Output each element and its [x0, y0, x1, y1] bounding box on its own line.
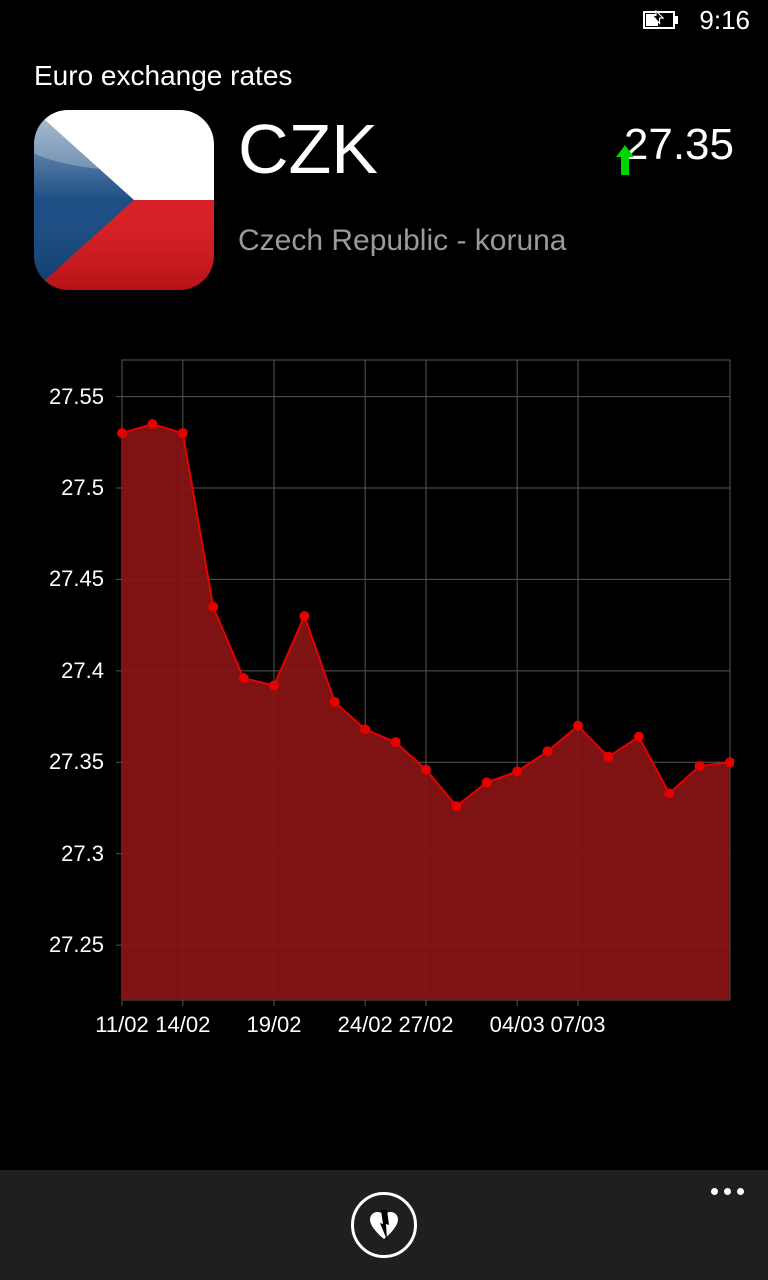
chart-x-label: 04/03 [490, 1012, 545, 1038]
app-title: Euro exchange rates [34, 60, 734, 92]
status-clock: 9:16 [699, 5, 750, 36]
chart-y-label: 27.55 [34, 384, 104, 410]
chart-y-label: 27.5 [34, 475, 104, 501]
rate-chart: 27.25 27.3 27.35 27.4 27.45 27.5 27.55 11/02 14… [34, 350, 734, 1050]
chart-x-label: 19/02 [246, 1012, 301, 1038]
battery-charging-icon [643, 9, 681, 31]
unfavorite-button[interactable] [351, 1192, 417, 1258]
chart-y-label: 27.3 [34, 841, 104, 867]
chart-y-label: 27.25 [34, 932, 104, 958]
current-rate: 27.35 [616, 120, 734, 170]
currency-name: Czech Republic - koruna [238, 224, 734, 258]
chart-y-label: 27.4 [34, 658, 104, 684]
app-bar [0, 1170, 768, 1280]
chart-x-label: 11/02 [95, 1012, 148, 1038]
chart-x-label: 07/03 [550, 1012, 605, 1038]
currency-flag [34, 110, 214, 290]
currency-code: CZK [238, 114, 378, 184]
chart-y-label: 27.45 [34, 566, 104, 592]
chart-x-label: 24/02 [338, 1012, 393, 1038]
app-bar-more-icon[interactable] [711, 1188, 744, 1195]
chart-x-label: 27/02 [398, 1012, 453, 1038]
chart-y-label: 27.35 [34, 749, 104, 775]
chart-x-label: 14/02 [155, 1012, 210, 1038]
rate-value: 27.35 [624, 120, 734, 170]
